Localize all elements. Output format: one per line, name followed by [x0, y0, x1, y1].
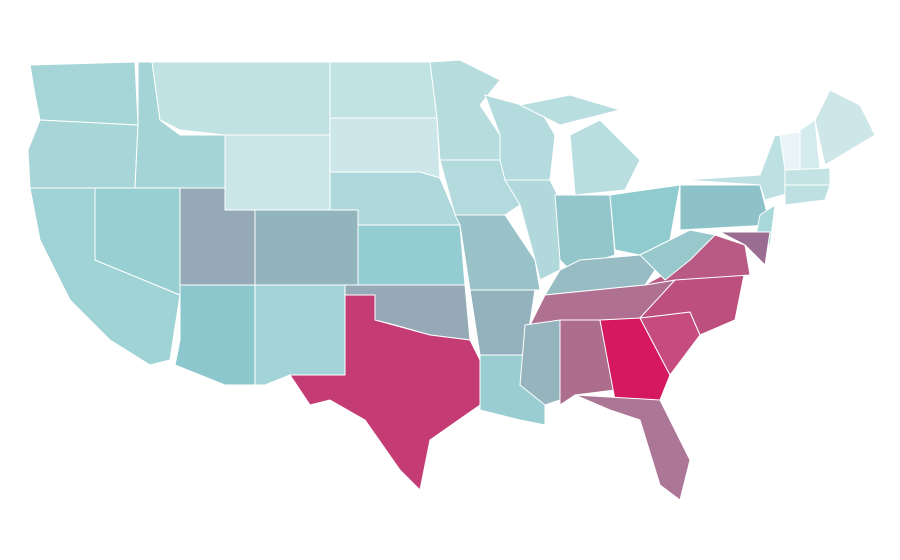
state-region	[289, 294, 481, 491]
state-region	[574, 394, 691, 501]
state-region	[719, 231, 771, 266]
state-region	[357, 224, 466, 286]
state-region	[559, 319, 616, 406]
state-region	[519, 94, 621, 126]
state-region	[254, 209, 359, 286]
state-region	[329, 117, 441, 179]
state-region	[224, 134, 331, 211]
state-region	[151, 61, 331, 136]
state-region	[27, 119, 139, 189]
state-region	[519, 319, 561, 406]
state-region	[504, 179, 561, 281]
state-region	[784, 167, 831, 186]
state-region	[679, 184, 771, 231]
state-region	[439, 159, 521, 216]
state-region	[569, 119, 641, 196]
state-region	[814, 89, 876, 166]
state-region	[329, 61, 438, 119]
state-region	[454, 214, 541, 291]
state-region	[429, 59, 501, 161]
state-region	[254, 284, 346, 386]
state-region	[174, 284, 256, 386]
state-region	[639, 229, 716, 281]
state-region	[599, 317, 671, 401]
state-region	[784, 184, 831, 206]
state-region	[29, 61, 139, 126]
